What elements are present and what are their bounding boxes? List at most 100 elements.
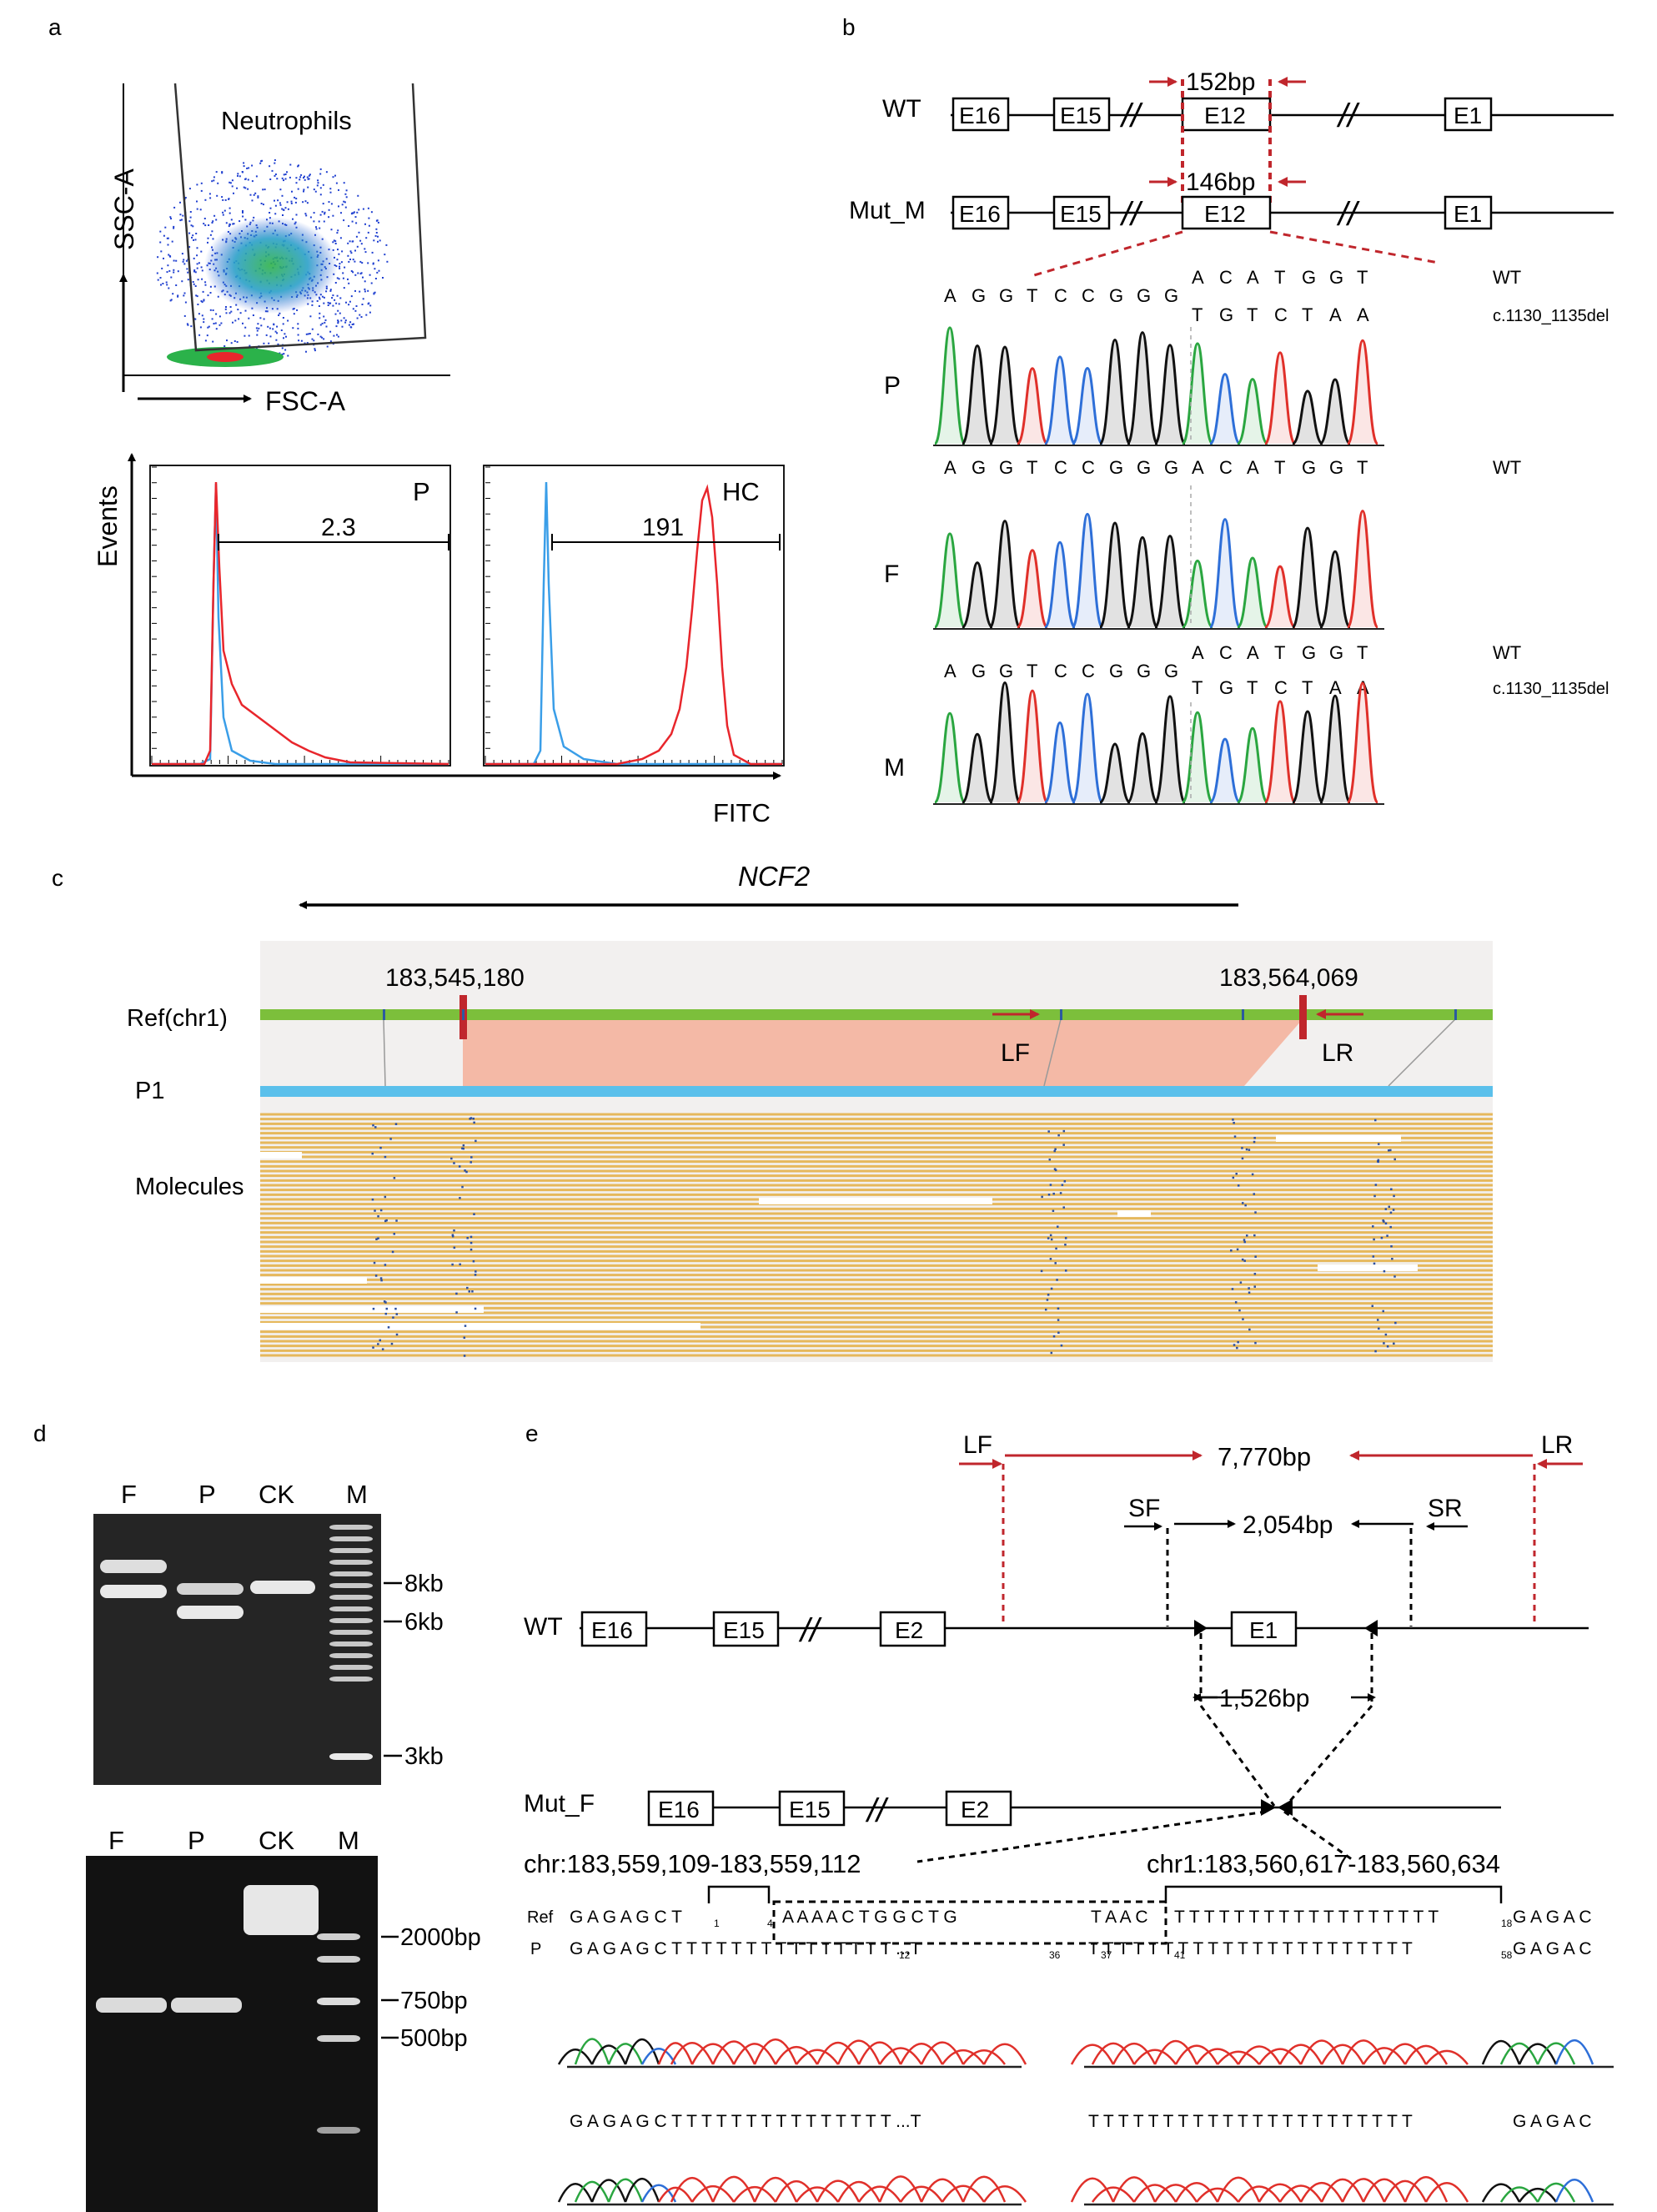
seq-letter-f: T xyxy=(1027,457,1037,478)
seq-letter-f: C xyxy=(1082,457,1095,478)
chrom-e2-mid-peak xyxy=(690,2185,736,2203)
scatter-dot xyxy=(309,333,311,334)
b-wt-exon-e15-label: E15 xyxy=(1060,103,1102,128)
gel-band xyxy=(329,1583,373,1588)
label-dot xyxy=(1231,1288,1234,1290)
scatter-dot xyxy=(297,323,299,325)
scatter-dot xyxy=(276,332,279,334)
scatter-dot xyxy=(374,278,377,279)
chrom-m-peak xyxy=(1016,689,1049,804)
b-wt-exon-e15 xyxy=(1052,97,1111,132)
scatter-dot xyxy=(293,313,295,315)
e-chromatograms xyxy=(557,2038,1614,2206)
chrom-p-peak xyxy=(1016,367,1049,445)
scatter-dot xyxy=(369,311,371,314)
scatter-dot xyxy=(221,172,223,174)
label-dot xyxy=(1057,1307,1060,1310)
scatter-dot xyxy=(192,225,194,228)
scatter-dot xyxy=(348,225,350,227)
scatter-dot xyxy=(211,222,213,224)
e-mut-junction-right xyxy=(1261,1799,1276,1816)
d-bottom-gel xyxy=(86,1856,378,2212)
scatter-dot xyxy=(262,189,264,191)
panel-label-e: e xyxy=(525,1420,539,1446)
label-dot xyxy=(1243,1240,1246,1244)
scatter-dot xyxy=(324,211,326,214)
chrom-e2-right-peak xyxy=(1132,2184,1177,2203)
scatter-dot xyxy=(263,342,265,344)
label-dot xyxy=(374,1274,378,1277)
scatter-dot xyxy=(281,347,284,349)
chrom-p-peak xyxy=(1071,367,1104,445)
scatter-dot xyxy=(168,254,171,257)
label-dot xyxy=(1254,1341,1257,1345)
scatter-dot xyxy=(203,223,205,225)
scatter-dot xyxy=(304,213,307,215)
label-dot xyxy=(464,1325,467,1327)
scatter-dot xyxy=(173,271,175,274)
scatter-dot xyxy=(181,219,183,221)
e-deletion-size: 1,526bp xyxy=(1219,1685,1309,1712)
scatter-dot xyxy=(375,228,378,230)
molecule-gap xyxy=(260,1277,367,1284)
scatter-dot xyxy=(255,347,258,349)
scatter-dot xyxy=(364,280,366,283)
scatter-dot xyxy=(302,201,304,204)
b-mut-break-2: // xyxy=(1336,196,1360,233)
scatter-dot xyxy=(322,183,324,186)
label-dot xyxy=(1044,1308,1047,1311)
label-dot xyxy=(1372,1255,1375,1258)
scatter-dot xyxy=(351,220,354,223)
scatter-dot xyxy=(372,262,374,264)
scatter-dot xyxy=(349,300,351,303)
scatter-dot xyxy=(238,318,240,320)
chrom-e2-mid-peak xyxy=(774,2179,819,2203)
molecule-gap xyxy=(260,1152,302,1159)
scatter-dot xyxy=(274,204,277,207)
scatter-dot xyxy=(308,174,310,177)
label-dot xyxy=(466,1286,469,1289)
seq-letter-p-wt: G xyxy=(1302,267,1316,288)
scatter-dot xyxy=(349,321,352,324)
label-dot xyxy=(473,1213,475,1215)
scatter-dot xyxy=(342,277,344,279)
scatter-dot xyxy=(177,295,179,298)
scatter-dot xyxy=(325,171,328,173)
scatter-dot xyxy=(354,289,356,292)
scatter-dot xyxy=(335,302,338,304)
label-dot xyxy=(1376,1319,1379,1321)
gel-band xyxy=(329,1536,373,1541)
seq-letter-p-mut: A xyxy=(1357,304,1369,325)
scatter-dot xyxy=(341,250,344,253)
label-dot xyxy=(1062,1144,1065,1146)
scatter-dot xyxy=(356,245,359,248)
scatter-dot xyxy=(242,171,244,173)
label-dot xyxy=(395,1219,398,1222)
hist-left-frame xyxy=(149,465,451,767)
chrom-e1-tail-peak xyxy=(1554,2039,1594,2065)
e-sub-4: 4 xyxy=(767,1918,773,1929)
scatter-dot xyxy=(170,276,173,279)
d-bottom-lane-m: M xyxy=(338,1826,359,1855)
molecule-gap xyxy=(260,1323,700,1330)
chrom-e2-left-peak xyxy=(657,2186,694,2203)
scatter-dot xyxy=(173,225,175,228)
label-dot xyxy=(1233,1135,1237,1138)
gel-band xyxy=(317,1956,360,1963)
scatter-dot xyxy=(370,211,373,214)
scatter-dot xyxy=(352,212,354,214)
e-sub-12: 12 xyxy=(899,1949,911,1961)
seq-letter-f: G xyxy=(972,457,986,478)
seq-letter-f: G xyxy=(1137,457,1151,478)
label-dot xyxy=(384,1219,387,1223)
scatter-dot xyxy=(341,325,344,328)
e-mut-exon-e2 xyxy=(945,1790,1012,1827)
scatter-dot xyxy=(226,339,228,342)
panel-b-gene-model: WT E16 E15 // E12 // E1 152bp Mut_M E16 … xyxy=(849,68,1614,277)
chrom-m-peak xyxy=(1071,692,1104,804)
scatter-dot xyxy=(361,304,364,305)
scatter-dot xyxy=(213,179,215,182)
e-sub-58: 58 xyxy=(1501,1949,1513,1961)
scatter-dot xyxy=(281,208,284,210)
seq-letter-m-common: G xyxy=(1137,661,1151,681)
